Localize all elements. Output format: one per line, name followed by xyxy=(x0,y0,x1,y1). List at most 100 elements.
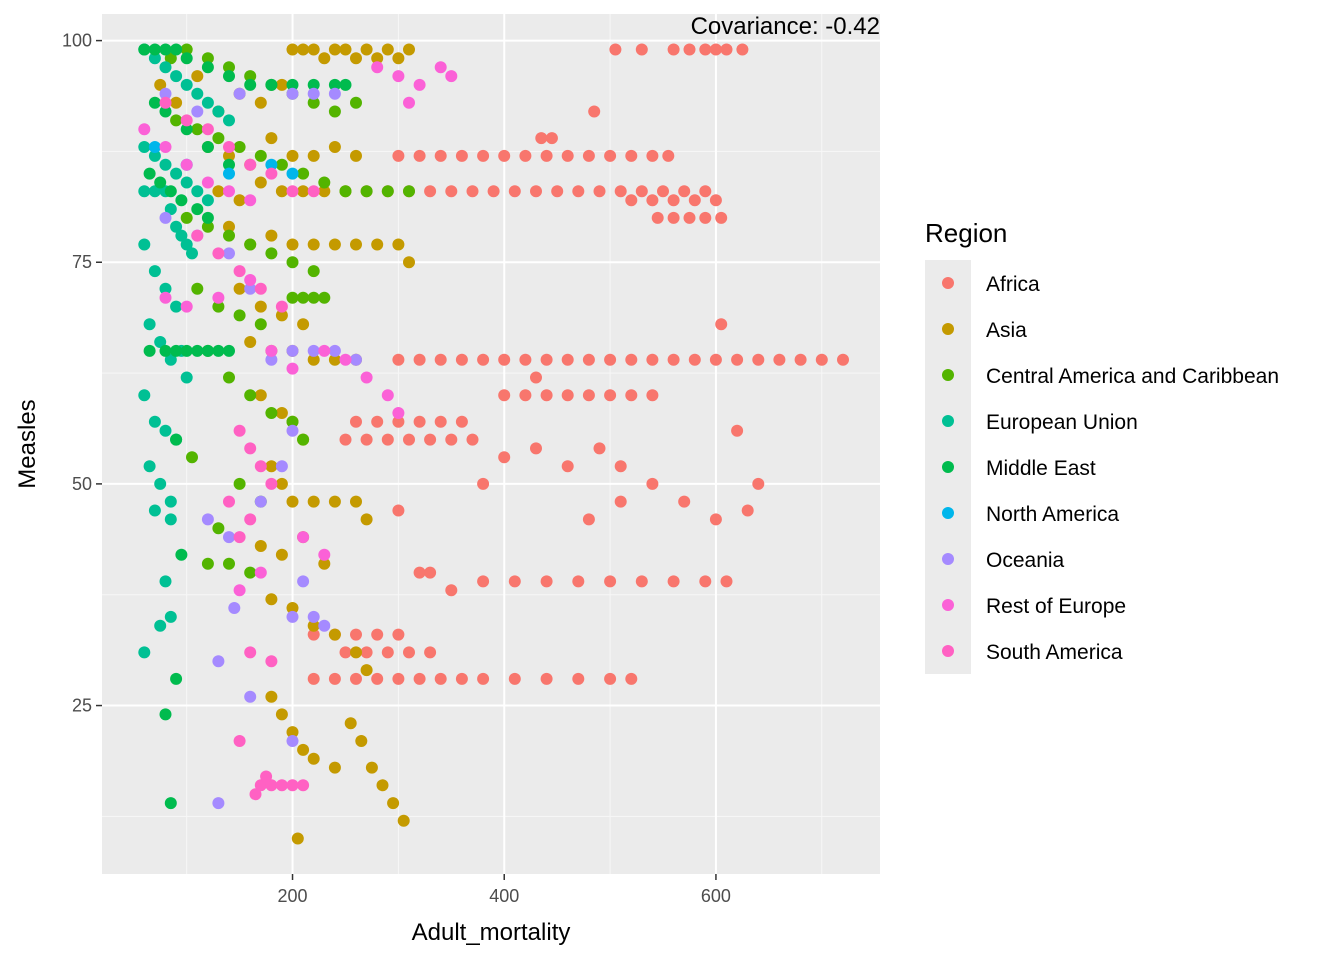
point-central-america-and-caribbean xyxy=(201,557,214,570)
point-middle-east xyxy=(212,344,225,357)
y-tick-label: 100 xyxy=(62,31,92,51)
point-africa xyxy=(455,415,468,428)
point-oceania xyxy=(286,344,299,357)
point-africa xyxy=(540,672,553,685)
point-central-america-and-caribbean xyxy=(339,185,352,198)
covariance-annotation: Covariance: -0.42 xyxy=(691,13,880,40)
point-africa xyxy=(699,185,712,198)
point-asia xyxy=(297,743,310,756)
point-oceania xyxy=(223,531,235,544)
point-africa xyxy=(434,149,447,162)
point-asia xyxy=(275,708,288,721)
point-european-union xyxy=(159,424,172,437)
point-middle-east xyxy=(159,708,172,721)
point-asia xyxy=(297,43,310,56)
point-south-america xyxy=(233,265,246,278)
point-africa xyxy=(683,211,696,224)
point-asia xyxy=(297,185,310,198)
point-africa xyxy=(646,477,659,490)
point-asia xyxy=(307,353,320,366)
point-asia xyxy=(286,495,299,508)
point-central-america-and-caribbean xyxy=(350,96,362,109)
point-south-america xyxy=(249,788,262,801)
point-africa xyxy=(699,575,712,588)
point-south-america xyxy=(275,779,288,792)
point-south-america xyxy=(159,96,172,109)
point-africa xyxy=(699,211,712,224)
point-africa xyxy=(752,353,765,366)
point-africa xyxy=(445,185,458,198)
point-central-america-and-caribbean xyxy=(381,185,394,198)
point-middle-east xyxy=(175,548,188,561)
legend-label-middle-east: Middle East xyxy=(986,457,1096,480)
point-oceania xyxy=(212,797,225,810)
point-oceania xyxy=(191,105,204,118)
point-asia xyxy=(318,185,331,198)
point-european-union xyxy=(170,220,183,233)
point-asia xyxy=(286,149,299,162)
point-middle-east xyxy=(164,797,177,810)
legend-label-south-america: South America xyxy=(986,641,1123,664)
point-asia xyxy=(392,52,405,65)
point-africa xyxy=(646,353,659,366)
point-africa xyxy=(646,149,659,162)
point-asia xyxy=(307,495,320,508)
point-central-america-and-caribbean xyxy=(223,61,235,74)
point-oceania xyxy=(328,87,341,100)
point-european-union xyxy=(148,52,161,65)
point-africa xyxy=(683,43,696,56)
point-africa xyxy=(350,415,362,428)
point-south-america xyxy=(223,495,235,508)
point-africa xyxy=(545,132,558,145)
point-oceania xyxy=(307,87,320,100)
point-africa xyxy=(657,185,669,198)
point-south-america xyxy=(244,646,257,659)
point-africa xyxy=(794,353,807,366)
point-africa xyxy=(392,504,405,517)
point-rest-of-europe xyxy=(180,300,193,313)
point-rest-of-europe xyxy=(318,548,331,561)
point-european-union xyxy=(138,646,151,659)
point-asia xyxy=(286,602,299,614)
point-asia xyxy=(275,477,288,490)
point-africa xyxy=(413,566,426,579)
point-asia xyxy=(233,194,246,207)
point-north-america xyxy=(265,158,278,171)
point-asia xyxy=(371,52,384,65)
point-africa xyxy=(635,43,648,56)
point-africa xyxy=(614,460,627,473)
point-asia xyxy=(254,540,267,552)
point-oceania xyxy=(350,353,362,366)
point-africa xyxy=(582,389,595,402)
point-oceania xyxy=(307,344,320,357)
point-european-union xyxy=(148,185,161,198)
point-africa xyxy=(678,185,691,198)
point-africa xyxy=(815,353,828,366)
point-asia xyxy=(275,185,288,198)
x-tick-label: 200 xyxy=(278,886,308,906)
point-asia xyxy=(350,149,362,162)
point-central-america-and-caribbean xyxy=(307,265,320,278)
point-oceania xyxy=(286,87,299,100)
point-rest-of-europe xyxy=(159,141,172,153)
point-rest-of-europe xyxy=(138,123,151,136)
point-asia xyxy=(265,690,278,703)
point-european-union xyxy=(164,495,177,508)
point-africa xyxy=(455,672,468,685)
point-middle-east xyxy=(328,78,341,91)
point-asia xyxy=(350,238,362,251)
point-africa xyxy=(381,433,394,446)
point-africa xyxy=(582,513,595,526)
point-middle-east xyxy=(164,185,177,198)
point-africa xyxy=(572,672,585,685)
point-africa xyxy=(651,211,664,224)
point-central-america-and-caribbean xyxy=(201,52,214,65)
point-asia xyxy=(328,238,341,251)
point-european-union xyxy=(159,61,172,74)
point-rest-of-europe xyxy=(212,291,225,304)
point-africa xyxy=(477,149,490,162)
point-africa xyxy=(498,451,511,464)
point-rest-of-europe xyxy=(318,344,331,357)
point-middle-east xyxy=(201,61,214,74)
y-axis-ticks: 25 50 75 100 xyxy=(62,31,102,716)
